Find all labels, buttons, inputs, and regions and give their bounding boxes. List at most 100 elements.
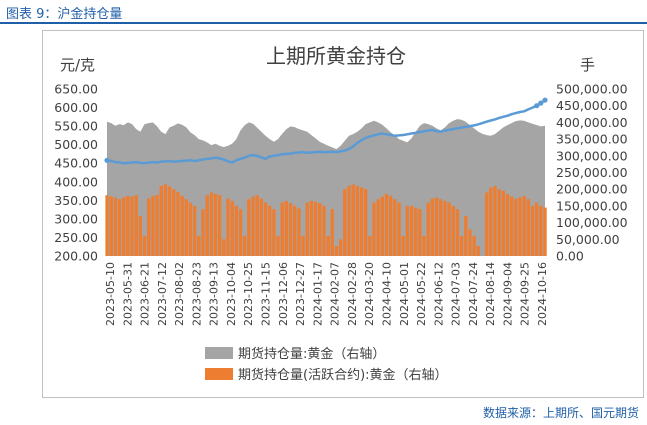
bar-layer (105, 184, 547, 256)
active-contract-bar (430, 198, 434, 256)
active-contract-bar (122, 197, 126, 256)
price-point (534, 103, 540, 109)
active-contract-bar (243, 236, 247, 256)
active-contract-bar (447, 202, 451, 256)
x-tick-label: 2023-12-06 (277, 262, 290, 326)
active-contract-bar (401, 236, 405, 256)
active-contract-bar (117, 199, 122, 256)
active-contract-bar (372, 202, 376, 256)
active-contract-bar (468, 229, 472, 256)
active-contract-bar (155, 194, 159, 256)
active-contract-bar (259, 198, 263, 256)
x-tick-label: 2023-08-23 (190, 262, 203, 326)
left-tick-label: 250.00 (54, 230, 98, 245)
legend-label: 期货持仓量:黄金（右轴） (238, 346, 385, 362)
active-contract-bar (455, 209, 460, 256)
active-contract-bar (163, 184, 168, 256)
active-contract-bar (297, 208, 301, 256)
active-contract-bar (280, 202, 284, 256)
active-contract-bar (376, 199, 380, 256)
active-contract-bar (384, 193, 389, 256)
chart-title: 上期所黄金持仓 (266, 44, 406, 68)
active-contract-bar (197, 236, 201, 256)
active-contract-bar (138, 215, 142, 256)
x-tick-label: 2024-09-25 (519, 262, 532, 326)
active-contract-bar (539, 205, 543, 256)
active-contract-bar (226, 198, 230, 256)
active-contract-bar (193, 205, 197, 256)
price-point (104, 157, 110, 163)
active-contract-bar (109, 196, 113, 256)
active-contract-bar (113, 197, 117, 256)
legend-label: 期货持仓量(活跃合约):黄金（右轴） (238, 367, 448, 383)
active-contract-bar (309, 200, 314, 256)
active-contract-bar (439, 199, 443, 256)
x-tick-label: 2024-07-24 (467, 262, 480, 326)
left-tick-label: 650.00 (54, 82, 98, 97)
active-contract-bar (218, 195, 222, 256)
active-contract-bar (293, 205, 297, 256)
active-contract-bar (167, 186, 172, 256)
left-axis-ticks: 200.00 250.00 300.00 350.00 400.00 450.00 500.… (54, 82, 98, 264)
active-contract-bar (505, 194, 510, 256)
right-tick-label: 300,000.00 (556, 148, 628, 163)
active-contract-bar (151, 195, 155, 256)
active-contract-bar (272, 209, 276, 256)
x-tick-label: 2024-05-01 (398, 262, 411, 326)
right-tick-label: 250,000.00 (556, 165, 628, 180)
active-contract-bar (522, 195, 526, 256)
right-tick-label: 50,000.00 (556, 232, 620, 247)
active-contract-bar (301, 236, 305, 256)
active-contract-bar (276, 236, 280, 256)
active-contract-bar (313, 201, 318, 256)
active-contract-bar (397, 202, 401, 256)
active-contract-bar (147, 198, 151, 256)
active-contract-bar (234, 205, 238, 256)
legend-swatch (205, 347, 233, 359)
right-axis-ticks: 0.00 50,000.00 100,000.00 150,000.00200,000… (556, 82, 628, 264)
active-contract-bar (518, 197, 522, 256)
active-contract-bar (318, 203, 322, 256)
right-tick-label: 350,000.00 (556, 132, 628, 147)
left-tick-label: 450.00 (54, 156, 98, 171)
active-contract-bar (343, 189, 347, 256)
active-contract-bar (510, 196, 514, 256)
active-contract-bar (263, 202, 268, 256)
active-contract-bar (238, 209, 243, 256)
right-tick-label: 100,000.00 (556, 215, 628, 230)
x-tick-label: 2024-02-28 (346, 262, 359, 326)
x-tick-label: 2023-05-31 (121, 262, 134, 326)
active-contract-bar (514, 198, 518, 256)
left-tick-label: 600.00 (54, 100, 98, 115)
active-contract-bar (414, 207, 418, 256)
active-contract-bar (130, 196, 134, 256)
active-contract-bar (184, 199, 188, 256)
active-contract-bar (326, 236, 330, 256)
left-axis-unit: 元/克 (60, 56, 95, 74)
active-contract-bar (434, 197, 439, 256)
left-tick-label: 400.00 (54, 174, 98, 189)
active-contract-bar (355, 185, 359, 256)
x-tick-label: 2024-02-07 (329, 262, 342, 326)
active-contract-bar (330, 209, 334, 256)
right-tick-label: 500,000.00 (556, 82, 628, 97)
active-contract-bar (497, 189, 501, 256)
active-contract-bar (305, 202, 309, 256)
active-contract-bar (255, 195, 259, 256)
active-contract-bar (213, 193, 218, 256)
active-contract-bar (393, 199, 397, 256)
price-point (538, 100, 544, 106)
active-contract-bar (389, 195, 393, 256)
active-contract-bar (172, 189, 176, 256)
price-line (106, 99, 546, 165)
active-contract-bar (351, 184, 355, 256)
x-tick-label: 2023-12-27 (294, 262, 307, 326)
active-contract-bar (209, 192, 213, 256)
x-tick-label: 2023-05-10 (104, 262, 117, 326)
figure-label: 图表 9：沪金持仓量 (6, 7, 123, 22)
legend-swatch (205, 368, 233, 380)
active-contract-bar (142, 236, 147, 256)
right-axis-unit: 手 (580, 56, 595, 74)
active-contract-bar (347, 185, 351, 256)
x-tick-label: 2024-09-04 (501, 262, 514, 326)
